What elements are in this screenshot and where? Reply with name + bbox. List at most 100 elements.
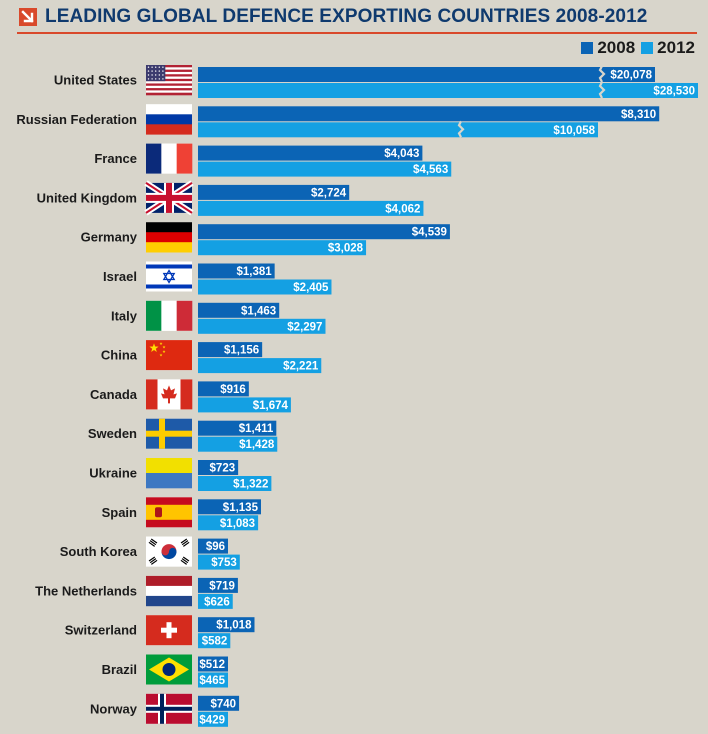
country-label: Italy	[111, 308, 138, 323]
bar-2012	[198, 318, 326, 334]
bar-2012	[198, 279, 332, 295]
chart-row: Brazil $512 $465	[102, 654, 228, 688]
bar-2008	[198, 224, 450, 240]
bar-2008	[198, 695, 240, 711]
chart-header: LEADING GLOBAL DEFENCE EXPORTING COUNTRI…	[0, 0, 708, 36]
bar-2012	[198, 397, 291, 413]
bar-2012	[198, 200, 424, 216]
value-label-2012: $2,405	[293, 282, 329, 294]
value-label-2008: $96	[206, 541, 225, 553]
value-label-2012: $2,221	[283, 361, 319, 373]
chart-row: The Netherlands $719 $626	[35, 575, 238, 609]
value-label-2008: $723	[210, 463, 236, 475]
chart-row: Ukraine $723 $1,322	[89, 458, 272, 491]
bar-2012	[198, 476, 272, 491]
value-label-2008: $1,156	[224, 345, 259, 357]
legend-swatch-2012	[641, 42, 654, 54]
chart-row: Canada $916 $1,674	[90, 379, 291, 413]
legend-label-2012: 2012	[657, 38, 695, 57]
legend-label-2008: 2008	[597, 38, 636, 57]
uk-flag-icon	[144, 180, 194, 216]
bar-2012	[198, 122, 598, 138]
value-label-2008: $1,135	[223, 502, 259, 514]
legend-swatch-2008	[581, 42, 594, 54]
value-label-2012: $582	[202, 636, 228, 648]
value-label-2008: $512	[199, 659, 225, 671]
country-label: Canada	[90, 387, 138, 402]
bar-2012	[198, 711, 228, 727]
germany-flag-icon	[146, 222, 192, 253]
bar-2012	[198, 240, 367, 256]
value-label-2012: $1,083	[220, 518, 255, 530]
country-label: China	[101, 348, 138, 363]
axis-break-mark	[598, 81, 606, 99]
bar-2008	[198, 656, 228, 672]
south-korea-flag-icon	[146, 536, 192, 567]
country-label: South Korea	[60, 544, 138, 559]
value-label-2012: $4,062	[385, 203, 420, 215]
value-label-2012: $1,322	[233, 479, 268, 491]
country-label: Ukraine	[89, 466, 137, 481]
value-label-2012: $429	[199, 714, 225, 726]
value-label-2012: $465	[199, 675, 225, 687]
country-label: Switzerland	[65, 623, 137, 638]
bar-2012	[198, 358, 322, 374]
chart-legend: 2008 2012	[581, 37, 695, 59]
chart-row: Israel $1,381 $2,405	[103, 261, 332, 295]
bar-2008	[198, 617, 255, 633]
switzerland-flag-icon	[146, 615, 192, 646]
bar-2012	[198, 436, 278, 452]
legend-item-2012: 2012	[641, 38, 695, 58]
israel-flag-icon	[146, 261, 192, 292]
chart-row: Spain $1,135 $1,083	[102, 497, 261, 531]
value-label-2008: $2,724	[311, 187, 347, 199]
country-label: United States	[54, 73, 137, 88]
bar-2008	[198, 67, 655, 82]
value-label-2012: $10,058	[553, 125, 595, 137]
canada-flag-icon	[146, 379, 193, 410]
title-underline	[17, 32, 697, 34]
norway-flag-icon	[146, 693, 192, 724]
bar-2008	[198, 420, 277, 436]
value-label-2008: $1,381	[236, 266, 272, 278]
value-label-2012: $753	[211, 557, 237, 569]
bar-2008	[198, 342, 263, 358]
russia-flag-icon	[146, 104, 192, 135]
bar-2008	[198, 577, 238, 593]
chart-row: United Kingdom $2,724 $4,062	[37, 180, 424, 216]
chart-row: Switzerland $1,018 $582	[65, 615, 255, 649]
chart-row: South Korea $96 $753	[60, 536, 240, 570]
value-label-2008: $1,463	[241, 305, 276, 317]
value-label-2012: $3,028	[328, 243, 364, 255]
us-flag-icon	[146, 65, 192, 96]
chart-title: LEADING GLOBAL DEFENCE EXPORTING COUNTRI…	[45, 6, 648, 27]
value-label-2008: $1,018	[216, 620, 252, 632]
chart-row: Russian Federation $8,310 $10,058	[16, 104, 660, 138]
bar-2012	[198, 515, 259, 531]
chart-row: Sweden $1,411 $1,428	[88, 418, 278, 452]
value-label-2008: $4,539	[412, 227, 447, 239]
bar-2012	[198, 593, 233, 609]
value-label-2012: $28,530	[653, 86, 695, 98]
value-label-2008: $916	[220, 384, 246, 396]
value-label-2008: $8,310	[621, 109, 656, 121]
bar-2008	[198, 499, 261, 515]
bar-2012	[198, 161, 452, 177]
bar-2008	[198, 302, 280, 318]
country-label: Germany	[81, 230, 138, 245]
value-label-2012: $1,674	[253, 400, 289, 412]
value-label-2012: $1,428	[239, 439, 275, 451]
value-label-2008: $1,411	[239, 423, 274, 435]
bar-2008	[198, 106, 660, 122]
bar-2008	[198, 263, 275, 279]
country-label: United Kingdom	[37, 190, 137, 205]
bar-2012	[198, 633, 231, 649]
bar-2012	[198, 672, 228, 688]
bar-2012	[198, 554, 240, 570]
brazil-flag-icon	[146, 654, 192, 685]
value-label-2008: $719	[209, 580, 235, 592]
country-label: Sweden	[88, 426, 137, 441]
country-label: Brazil	[102, 662, 137, 677]
value-label-2012: $2,297	[287, 321, 322, 333]
arrow-icon	[19, 8, 37, 26]
